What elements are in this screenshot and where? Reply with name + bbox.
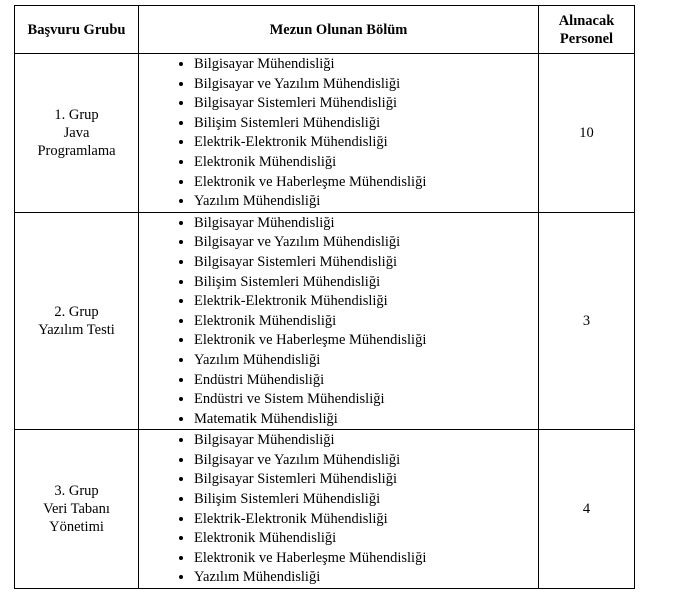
departments-cell: Bilgisayar MühendisliğiBilgisayar ve Yaz…: [138, 53, 539, 213]
group-cell: 1. Grup Java Programlama: [14, 53, 139, 213]
departments-cell: Bilgisayar MühendisliğiBilgisayar ve Yaz…: [138, 429, 539, 590]
department-item: Bilgisayar ve Yazılım Mühendisliği: [194, 75, 538, 95]
department-item: Elektronik Mühendisliği: [194, 529, 538, 549]
department-item: Elektronik ve Haberleşme Mühendisliği: [194, 331, 538, 351]
department-list: Bilgisayar MühendisliğiBilgisayar ve Yaz…: [139, 431, 538, 588]
department-item: Elektrik-Elektronik Mühendisliği: [194, 510, 538, 530]
header-text: Başvuru Grubu: [27, 21, 126, 38]
department-item: Matematik Mühendisliği: [194, 410, 538, 430]
group-text: Programlama: [37, 142, 116, 159]
group-text: 1. Grup: [54, 106, 99, 123]
department-item: Bilgisayar Mühendisliği: [194, 431, 538, 451]
header-text: Alınacak: [558, 12, 615, 29]
count-cell: 10: [538, 53, 635, 213]
department-item: Elektrik-Elektronik Mühendisliği: [194, 133, 538, 153]
group-text: 2. Grup: [54, 304, 99, 321]
department-item: Yazılım Mühendisliği: [194, 351, 538, 371]
department-item: Elektronik ve Haberleşme Mühendisliği: [194, 173, 538, 193]
department-item: Bilgisayar ve Yazılım Mühendisliği: [194, 233, 538, 253]
department-item: Bilişim Sistemleri Mühendisliği: [194, 273, 538, 293]
group-cell: 2. Grup Yazılım Testi: [14, 211, 139, 431]
header-cell: Başvuru Grubu: [14, 5, 139, 54]
department-item: Bilgisayar Sistemleri Mühendisliği: [194, 470, 538, 490]
department-list: Bilgisayar MühendisliğiBilgisayar ve Yaz…: [139, 55, 538, 212]
group-row: 1. GrupJavaProgramlamaBilgisayar Mühendi…: [14, 53, 635, 213]
department-item: Endüstri Mühendisliği: [194, 371, 538, 391]
group-text: Yazılım Testi: [38, 322, 115, 339]
department-item: Bilgisayar Mühendisliği: [194, 214, 538, 234]
department-item: Elektrik-Elektronik Mühendisliği: [194, 292, 538, 312]
header-text: Personel: [559, 30, 614, 47]
header-cell: Mezun Olunan Bölüm: [138, 5, 539, 54]
group-text: Java: [63, 124, 90, 141]
department-item: Bilgisayar ve Yazılım Mühendisliği: [194, 451, 538, 471]
department-item: Bilgisayar Mühendisliği: [194, 55, 538, 75]
department-item: Elektronik Mühendisliği: [194, 312, 538, 332]
header-row: Başvuru Grubu Mezun Olunan Bölüm Alınacak P…: [14, 5, 635, 54]
department-item: Endüstri ve Sistem Mühendisliği: [194, 390, 538, 410]
header-cell: Alınacak Personel: [538, 5, 635, 54]
count-cell: 4: [538, 429, 635, 590]
department-item: Bilişim Sistemleri Mühendisliği: [194, 490, 538, 510]
department-item: Elektronik ve Haberleşme Mühendisliği: [194, 549, 538, 569]
department-item: Bilgisayar Sistemleri Mühendisliği: [194, 253, 538, 273]
department-item: Bilişim Sistemleri Mühendisliği: [194, 114, 538, 134]
department-item: Yazılım Mühendisliği: [194, 192, 538, 212]
count-cell: 3: [538, 211, 635, 431]
departments-cell: Bilgisayar MühendisliğiBilgisayar ve Yaz…: [138, 211, 539, 431]
groups-table: Başvuru Grubu Mezun Olunan Bölüm Alınacak P…: [14, 5, 635, 590]
group-cell: 3. Grup Veri Tabanı Yönetimi: [14, 429, 139, 590]
department-item: Bilgisayar Sistemleri Mühendisliği: [194, 94, 538, 114]
group-text: Yönetimi: [49, 519, 104, 536]
department-list: Bilgisayar MühendisliğiBilgisayar ve Yaz…: [139, 214, 538, 430]
group-text: Veri Tabanı: [43, 501, 110, 518]
department-item: Yazılım Mühendisliği: [194, 568, 538, 588]
group-text: 3. Grup: [54, 483, 99, 500]
header-text: Mezun Olunan Bölüm: [269, 21, 408, 38]
department-item: Elektronik Mühendisliği: [194, 153, 538, 173]
